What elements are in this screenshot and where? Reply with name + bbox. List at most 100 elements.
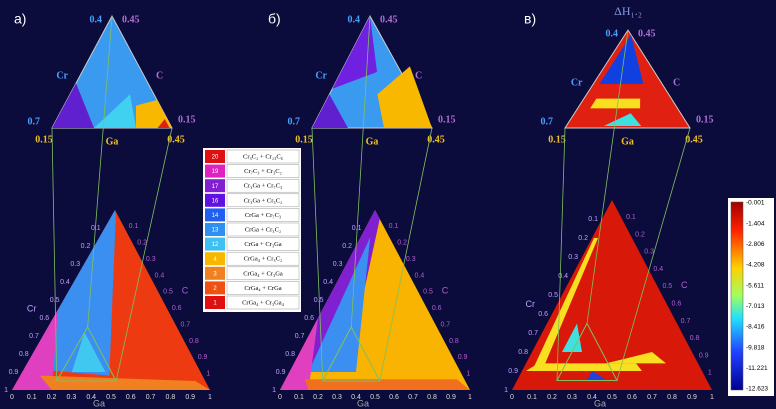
- bottom-tick-label: 1: [208, 394, 212, 401]
- legend-cell: [226, 164, 300, 178]
- bottom-tick-label: 0.8: [667, 394, 677, 401]
- legend-cell: [226, 208, 300, 222]
- bottom-tick-label: 0.3: [67, 394, 77, 401]
- legend-formula: Cr₃Ga + Cr₇C₃: [244, 183, 283, 190]
- right-tick-label: 0.5: [163, 289, 173, 296]
- left-tick-label: 0.7: [528, 330, 538, 337]
- right-tick-label: 0.2: [137, 240, 147, 247]
- top-tick-label: 0.4: [606, 28, 619, 39]
- right-tick-label: 0.3: [146, 256, 156, 263]
- colorbar-label: -4.208: [746, 262, 765, 269]
- connector: [115, 127, 173, 382]
- legend-cell: [226, 149, 300, 164]
- connector: [556, 127, 566, 381]
- legend-number: 19: [212, 169, 219, 175]
- top-axis-label: Cr: [56, 70, 68, 81]
- left-tick-label: 1: [504, 387, 508, 394]
- right-tick-label: 0.8: [189, 338, 199, 345]
- bottom-tick-label: 0.2: [47, 394, 57, 401]
- right-tick-label: 0.4: [155, 272, 165, 279]
- legend-swatch: [205, 164, 225, 178]
- legend-formula: CrGa + Cr₇C₃: [245, 212, 281, 219]
- panel-label: в): [524, 11, 536, 27]
- top-tick-label: 0.45: [427, 134, 445, 145]
- connector: [311, 127, 324, 382]
- top-axis-label: Cr: [571, 77, 583, 88]
- left-tick-label: 0.9: [9, 369, 19, 376]
- legend-swatch: [205, 237, 225, 251]
- right-axis-title: C: [681, 280, 688, 290]
- right-tick-label: 0.3: [406, 256, 416, 263]
- right-tick-label: 0.9: [458, 354, 468, 361]
- right-tick-label: 0.7: [681, 318, 691, 325]
- top-tick-label: 0.15: [178, 114, 196, 125]
- legend-number: 1: [213, 301, 217, 307]
- colorbar-label: -8.416: [746, 324, 765, 331]
- bottom-tick-label: 0.2: [547, 394, 557, 401]
- legend-formula: Cr₇C₃ + Cr₃C₂: [244, 168, 282, 175]
- right-tick-label: 0.7: [180, 321, 190, 328]
- bottom-tick-label: 0.5: [370, 394, 380, 401]
- right-tick-label: 1: [206, 370, 210, 377]
- bottom-tick-label: 0.3: [332, 394, 342, 401]
- colorbar-label: -7.013: [746, 303, 765, 310]
- connector: [379, 127, 433, 382]
- legend-swatch: [205, 208, 225, 222]
- legend-swatch: [205, 266, 225, 280]
- bottom-tick-label: 0.6: [126, 394, 136, 401]
- phase-region: [12, 309, 59, 390]
- legend-cell: [226, 281, 300, 295]
- left-tick-label: 0.7: [29, 333, 39, 340]
- right-tick-label: 0.9: [699, 352, 709, 359]
- legend-formula: Cr₃Ga + Cr₃C₂: [244, 197, 283, 204]
- right-tick-label: 0.6: [672, 300, 682, 307]
- legend-cell: [226, 178, 300, 193]
- bottom-tick-label: 0.4: [351, 394, 361, 401]
- right-tick-label: 0.2: [635, 231, 645, 238]
- bottom-tick-label: 0.1: [294, 394, 304, 401]
- phase-region: [590, 98, 641, 109]
- bottom-axis-title: Ga: [93, 398, 105, 408]
- phase-region: [52, 83, 94, 128]
- colorbar-label: -9.818: [746, 344, 765, 351]
- right-tick-label: 0.5: [423, 289, 433, 296]
- top-axis-label: Ga: [621, 136, 634, 147]
- legend-swatch: [205, 193, 225, 207]
- colorbar-label: -12.623: [746, 386, 768, 393]
- bottom-tick-label: 0.6: [627, 394, 637, 401]
- phase-region: [94, 94, 136, 128]
- legend-number: 12: [212, 242, 219, 248]
- bottom-tick-label: 0.3: [567, 394, 577, 401]
- phase-region: [136, 100, 172, 128]
- legend-number: 4: [213, 257, 217, 263]
- top-axis-label: Ga: [106, 136, 119, 147]
- bottom-tick-label: 0.7: [408, 394, 418, 401]
- phase-region: [304, 379, 470, 390]
- phase-region: [606, 352, 666, 364]
- right-tick-label: 0.4: [653, 266, 663, 273]
- legend-swatch: [205, 252, 225, 266]
- left-tick-label: 0.7: [295, 333, 305, 340]
- right-axis-title: C: [442, 285, 449, 295]
- top-tick-label: 0.15: [295, 134, 313, 145]
- phase-region: [532, 238, 598, 371]
- sub-triangle: [321, 325, 381, 382]
- bottom-triangle: [512, 200, 712, 390]
- bottom-tick-label: 0.5: [607, 394, 617, 401]
- left-tick-label: 0.9: [508, 368, 518, 375]
- left-tick-label: 0.3: [333, 261, 343, 268]
- sub-triangle: [55, 325, 117, 382]
- connector: [586, 29, 629, 324]
- colorbar-label: -0.001: [746, 200, 765, 207]
- legend-cell: [226, 193, 300, 208]
- legend-swatch: [205, 179, 225, 193]
- legend-number: 16: [212, 198, 219, 204]
- right-tick-label: 0.2: [397, 240, 407, 247]
- colorbar: [730, 201, 744, 391]
- right-axis-title: C: [182, 285, 189, 295]
- legend-formula: CrGa₄ + CrGa: [244, 285, 281, 292]
- left-tick-label: 0.6: [39, 315, 49, 322]
- legend-cell: [226, 251, 300, 266]
- legend-cell: [226, 222, 300, 237]
- left-tick-label: 0.2: [578, 235, 588, 242]
